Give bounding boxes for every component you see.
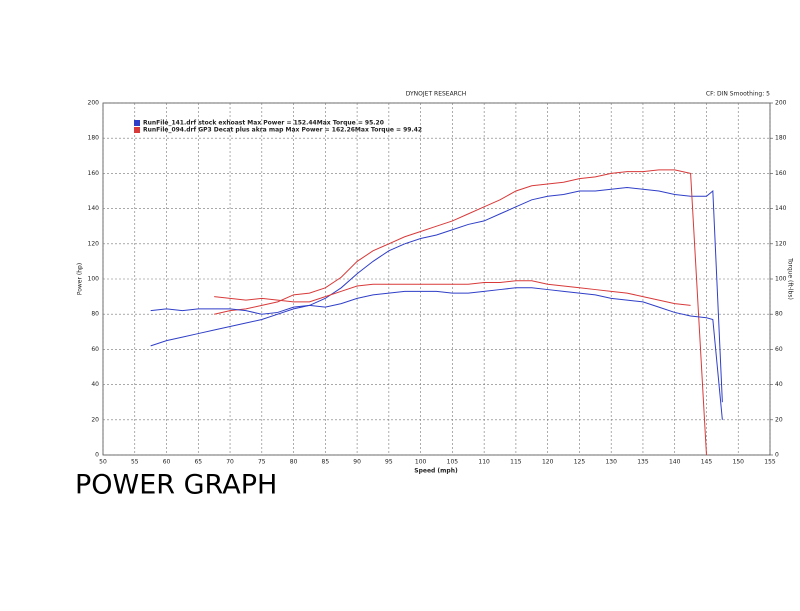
y2-tick-label: 20 [775,416,783,423]
y2-axis-label: Torque (ft-lbs) [787,257,794,300]
y-tick-label: 180 [88,135,100,142]
legend-swatch [134,127,140,133]
x-tick-label: 110 [478,459,490,466]
y-tick-label: 80 [91,311,99,318]
y2-tick-label: 100 [775,276,787,283]
y2-tick-label: 120 [775,240,787,247]
x-tick-label: 90 [353,459,361,466]
y-tick-label: 120 [88,240,100,247]
x-tick-label: 130 [605,459,617,466]
y-tick-label: 20 [91,416,99,423]
x-tick-label: 145 [701,459,713,466]
legend-label: RunFile_094.drf GP3 Decat plus akra map … [143,127,422,134]
x-tick-label: 55 [131,459,139,466]
y2-tick-label: 140 [775,205,787,212]
y2-tick-label: 0 [775,452,779,459]
x-tick-label: 120 [542,459,554,466]
x-axis-label: Speed (mph) [414,468,458,475]
y2-tick-label: 40 [775,381,783,388]
x-tick-label: 140 [669,459,681,466]
series-line [214,280,691,306]
x-tick-label: 65 [194,459,202,466]
x-tick-label: 100 [415,459,427,466]
x-tick-label: 80 [290,459,298,466]
y-tick-label: 200 [88,100,100,107]
y2-tick-label: 180 [775,135,787,142]
x-tick-label: 105 [447,459,459,466]
y2-tick-label: 160 [775,170,787,177]
x-tick-label: 60 [163,459,171,466]
x-tick-label: 135 [637,459,649,466]
series-line [150,186,723,403]
x-tick-label: 70 [226,459,234,466]
legend-swatch [134,120,140,126]
x-tick-label: 125 [574,459,586,466]
x-tick-label: 115 [510,459,522,466]
x-tick-label: 50 [99,459,107,466]
caption: POWER GRAPH [75,470,277,501]
y-axis-label: Power (hp) [77,263,84,295]
x-tick-label: 155 [764,459,776,466]
y2-tick-label: 80 [775,311,783,318]
y2-tick-label: 200 [775,100,787,107]
chart-title: DYNOJET RESEARCH [406,91,467,98]
series-line [214,169,707,456]
x-tick-label: 75 [258,459,266,466]
y-tick-label: 160 [88,170,100,177]
y2-tick-label: 60 [775,346,783,353]
x-tick-label: 95 [385,459,393,466]
x-tick-label: 85 [322,459,330,466]
y-tick-label: 100 [88,276,100,283]
series-line [150,287,723,420]
chart-subtitle: CF: DIN Smoothing: 5 [706,91,770,98]
y-tick-label: 40 [91,381,99,388]
legend-label: RunFile_141.drf stock exhoast Max Power … [143,120,384,127]
y-tick-label: 140 [88,205,100,212]
y-tick-label: 60 [91,346,99,353]
y-tick-label: 0 [95,452,99,459]
x-tick-label: 150 [733,459,745,466]
